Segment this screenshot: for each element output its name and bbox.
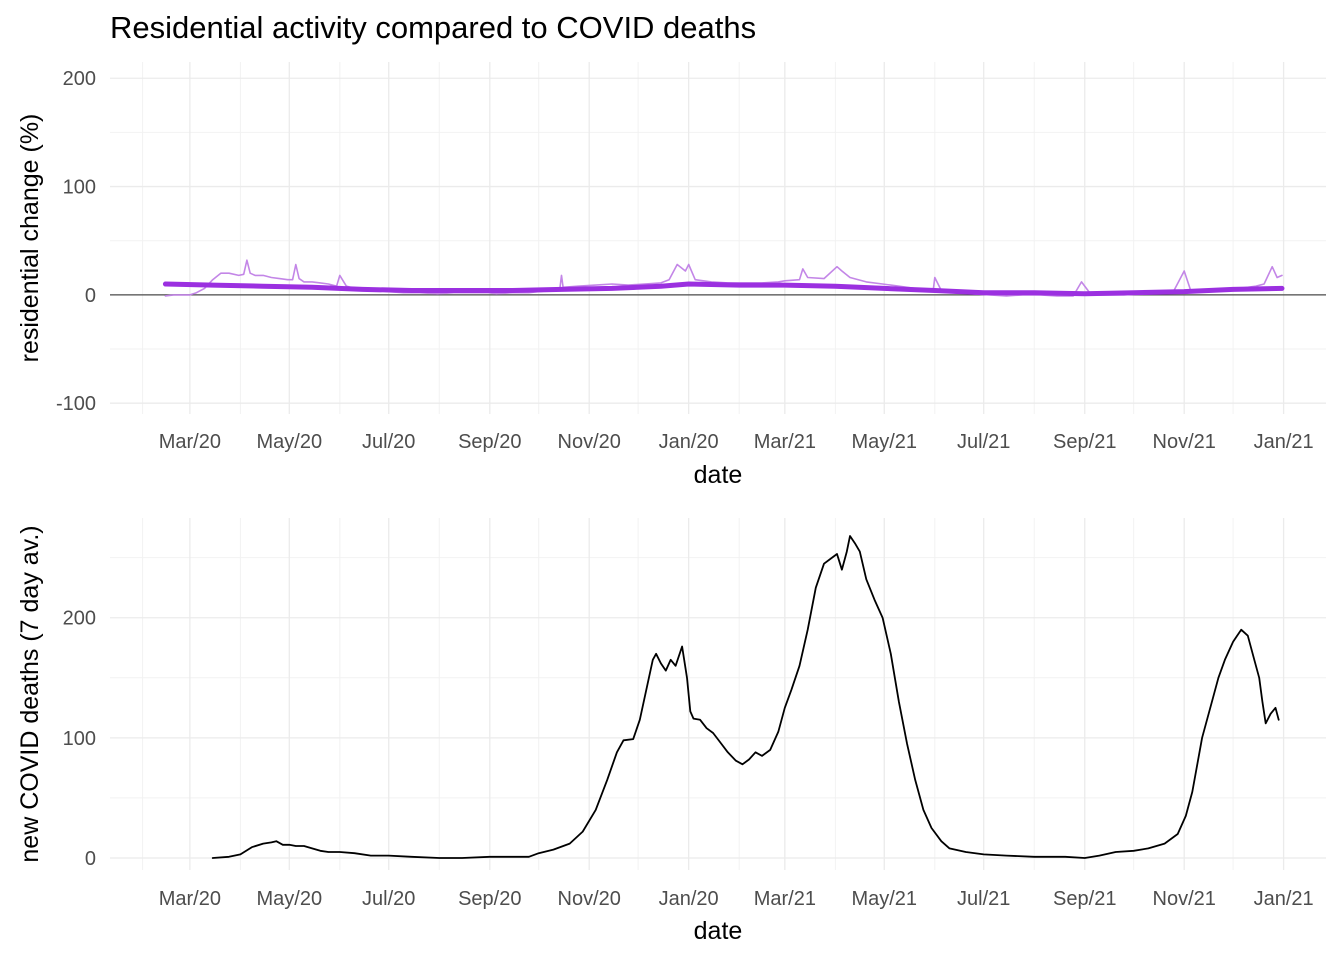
x-tick-label: Sep/20 <box>458 431 521 453</box>
residential-chart: -100 0 100 200 Mar/20 May/20 Jul/20 Sep/20 Nov/2… <box>16 62 1326 489</box>
x-tick-label: Nov/20 <box>558 431 621 453</box>
deaths-chart: 0 100 200 Mar/20 May/20 Jul/20 Sep/20 Nov/20 Jan… <box>16 518 1326 945</box>
gridlines <box>110 518 1326 870</box>
x-axis-title: date <box>694 461 743 489</box>
x-tick-label: Mar/21 <box>754 431 816 453</box>
x-axis-title: date <box>694 917 743 945</box>
x-tick-label: Jul/21 <box>957 431 1010 453</box>
chart-title: Residential activity compared to COVID d… <box>110 10 757 45</box>
y-axis-title: new COVID deaths (7 day av.) <box>16 525 44 862</box>
trend-series-line <box>162 281 1285 297</box>
x-tick-label: Mar/21 <box>754 888 816 910</box>
x-tick-label: May/21 <box>851 431 917 453</box>
x-tick-label: May/20 <box>257 888 323 910</box>
y-tick-label: -100 <box>56 393 96 415</box>
y-tick-label: 200 <box>63 608 96 630</box>
y-tick-label: 100 <box>63 728 96 750</box>
x-tick-label: May/20 <box>257 431 323 453</box>
x-tick-label: Nov/20 <box>558 888 621 910</box>
x-tick-label: Nov/21 <box>1153 888 1216 910</box>
x-tick-label: Sep/21 <box>1053 888 1116 910</box>
x-tick-label: Jan/21 <box>1254 888 1314 910</box>
x-tick-label: Mar/20 <box>159 888 221 910</box>
x-tick-label: Jul/20 <box>362 431 415 453</box>
x-tick-label: Jul/21 <box>957 888 1010 910</box>
x-tick-label: Sep/21 <box>1053 431 1116 453</box>
x-tick-label: Jan/20 <box>659 888 719 910</box>
x-tick-label: Jul/20 <box>362 888 415 910</box>
y-tick-label: 200 <box>63 68 96 90</box>
y-axis-title: residential change (%) <box>16 114 44 363</box>
y-tick-label: 0 <box>85 285 96 307</box>
deaths-series-line <box>211 535 1280 859</box>
x-tick-label: Nov/21 <box>1153 431 1216 453</box>
x-tick-label: Mar/20 <box>159 431 221 453</box>
x-tick-label: May/21 <box>851 888 917 910</box>
x-tick-label: Jan/20 <box>659 431 719 453</box>
gridlines <box>110 62 1326 414</box>
y-tick-label: 0 <box>85 848 96 870</box>
x-tick-label: Jan/21 <box>1254 431 1314 453</box>
y-tick-label: 100 <box>63 177 96 199</box>
x-tick-label: Sep/20 <box>458 888 521 910</box>
